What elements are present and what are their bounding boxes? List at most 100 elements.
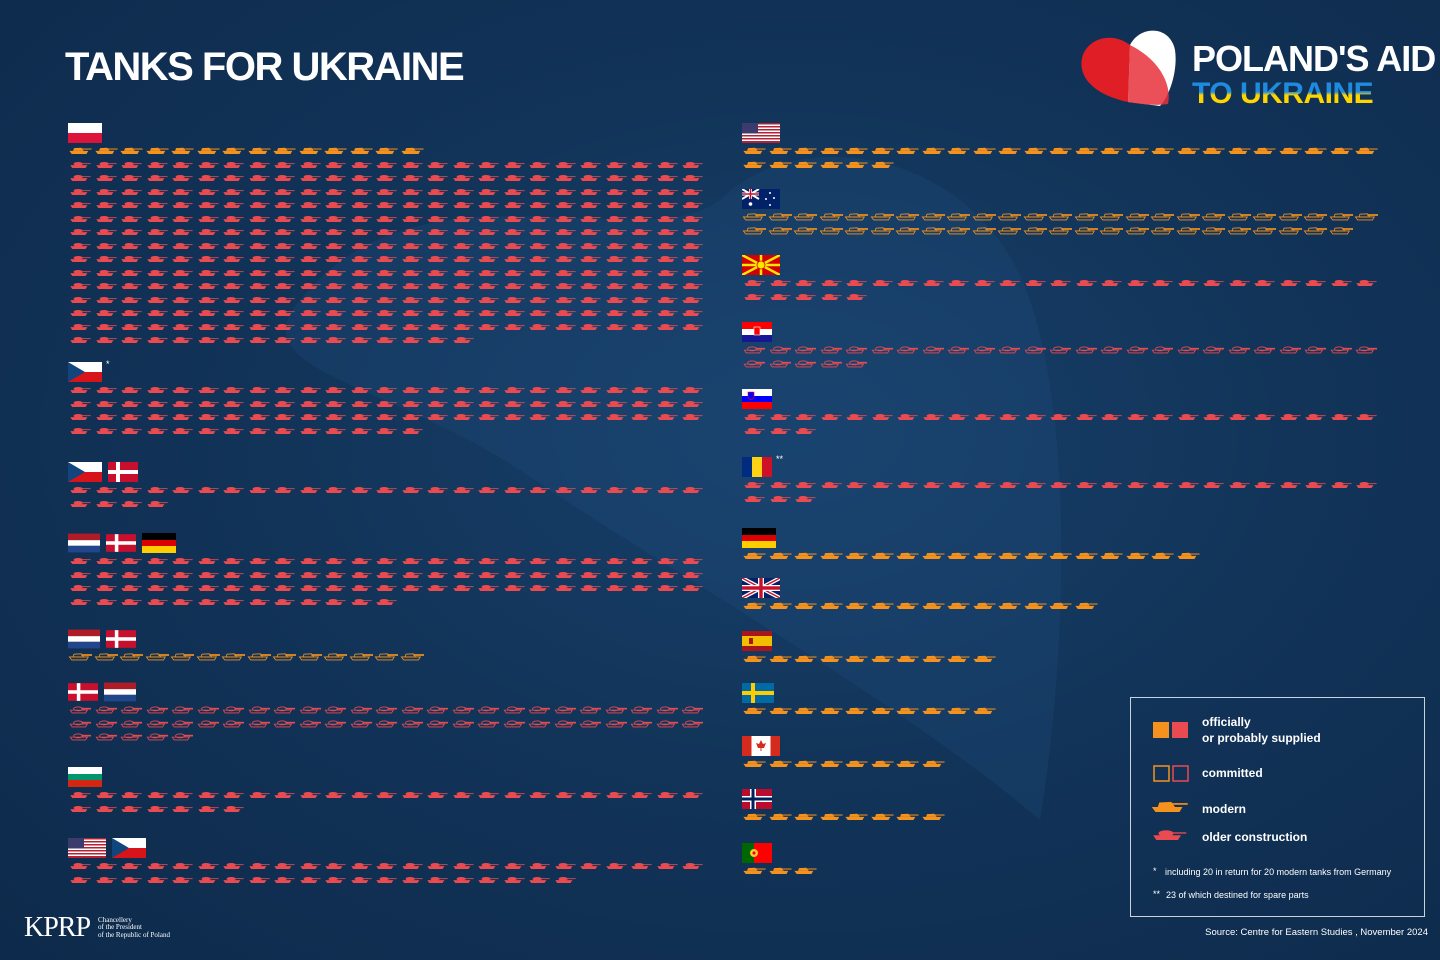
tank-icon (121, 400, 142, 407)
tank-icon (1279, 346, 1301, 354)
tank-icon (223, 174, 244, 181)
tank-icon (426, 720, 449, 727)
tank-icon (324, 720, 347, 727)
tank-icon (70, 161, 91, 168)
tank-icon (682, 228, 703, 235)
flag (742, 255, 780, 275)
tank-icon (120, 706, 143, 714)
tank-icon (580, 228, 601, 235)
tank-icon (948, 481, 969, 488)
tank-icon (274, 876, 295, 883)
tank-icon (554, 413, 576, 420)
tank-icon (605, 269, 627, 276)
tank-icon (221, 653, 245, 661)
tank-icon (427, 309, 448, 316)
tank-icon (452, 242, 474, 249)
tank-icon (427, 161, 448, 168)
tank-icon (197, 228, 219, 235)
tank-icon (1050, 279, 1071, 286)
tank-icon (580, 215, 601, 222)
tank-icon (580, 862, 601, 869)
tank-icon (1074, 552, 1098, 559)
tank-icon (172, 876, 193, 883)
tank-icon (795, 413, 816, 420)
tank-icon (121, 336, 142, 343)
tank-icon (401, 282, 423, 289)
tank-icon (1304, 346, 1327, 354)
tank-icon (248, 413, 270, 420)
tank-icon (401, 427, 423, 434)
tank-icon (95, 427, 117, 434)
tank-icon (274, 400, 295, 407)
tank-icon (999, 481, 1020, 488)
tank-icon (1150, 226, 1174, 234)
tank-icon (845, 760, 868, 767)
tank-icon (1329, 147, 1353, 154)
tank-icon (819, 707, 843, 714)
tank-icon (846, 279, 867, 286)
flag (742, 683, 774, 703)
tank-icon (375, 147, 398, 154)
tank-icon (452, 584, 474, 591)
tank-icon (248, 706, 270, 714)
tank-icon (682, 282, 703, 289)
tank-icon (529, 255, 550, 262)
tank-icon (452, 571, 474, 578)
tank-icon (503, 876, 525, 883)
tank-icon (427, 862, 448, 869)
tank-icon (503, 557, 525, 564)
tank-icon (769, 413, 791, 420)
tank-icon (401, 720, 423, 727)
footnote-marker: * (1153, 866, 1157, 876)
tank-icon (325, 791, 346, 798)
tank-icon (146, 571, 168, 578)
tank-icon (870, 655, 894, 662)
tank-icon (274, 584, 295, 591)
country-group (742, 189, 1392, 238)
tank-icon (1050, 481, 1071, 488)
tank-icon (325, 427, 346, 434)
tank-icon (972, 147, 996, 154)
tank-icon (682, 269, 703, 276)
tank-icon (401, 242, 423, 249)
tank-icon (579, 706, 602, 714)
tank-icon (223, 791, 244, 798)
tank-icon (376, 242, 397, 249)
tank-icon (478, 584, 499, 591)
tank-icon (1254, 279, 1275, 286)
tank-icon (870, 707, 894, 714)
tank-icon (580, 323, 601, 330)
tank-icon (95, 386, 117, 393)
legend-label: officially (1202, 715, 1251, 729)
tank-icon (401, 228, 423, 235)
tank-icon (274, 228, 295, 235)
tank-icon (554, 296, 576, 303)
tank-icon (119, 653, 143, 661)
tank-icon (68, 653, 92, 661)
tank-icon (426, 706, 449, 714)
flag (742, 789, 772, 809)
tank-icon (1023, 552, 1047, 559)
tank-icon (70, 309, 91, 316)
tank-icon (273, 147, 296, 154)
tank-icon (325, 584, 346, 591)
tank-icon (95, 188, 117, 195)
tank-icon (744, 413, 765, 420)
tank-icon (146, 282, 168, 289)
tank-icon (528, 720, 551, 727)
tank-icon (299, 598, 321, 605)
tank-icon (1177, 413, 1199, 420)
tank-icon (1228, 481, 1250, 488)
tank-icon (682, 201, 703, 208)
tank-icon (172, 584, 193, 591)
tank-icon (997, 213, 1021, 221)
tank-icon (1101, 481, 1122, 488)
tank-icon (452, 706, 474, 714)
tank-icon (172, 486, 193, 493)
tank-icon (274, 161, 295, 168)
tank-icon (998, 602, 1021, 609)
tank-icon (820, 413, 842, 420)
tank-icon (350, 228, 372, 235)
tank-icon (247, 653, 271, 661)
tank-icon (503, 862, 525, 869)
